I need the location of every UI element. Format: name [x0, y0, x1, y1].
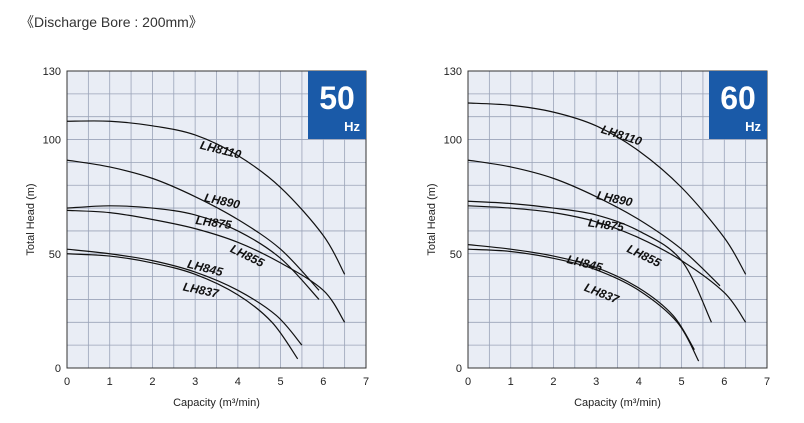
y-axis-label: Total Head (m)	[25, 183, 37, 255]
plot-frame	[66, 70, 367, 369]
chart-right: 0 1 2 3 4 5 6 7 0 50 100 130 Capacity (m³/min) Total …	[426, 66, 770, 409]
x-tick-label: 7	[363, 376, 369, 388]
y-axis-label: Total Head (m)	[426, 183, 438, 255]
badge-frequency-unit: Hz	[745, 119, 761, 134]
chart-left: 0 1 2 3 4 5 6 7 0 50 100 130 Capacity (m³/min) Total …	[25, 66, 369, 409]
badge-background	[709, 71, 767, 139]
x-axis-label: Capacity (m³/min)	[574, 397, 661, 409]
x-tick-label: 3	[192, 376, 198, 388]
frequency-badge: 50 Hz	[308, 71, 366, 139]
x-tick-label: 1	[508, 376, 514, 388]
plot-frame	[467, 70, 768, 369]
x-tick-label: 1	[107, 376, 113, 388]
x-axis-label: Capacity (m³/min)	[173, 397, 260, 409]
badge-background	[308, 71, 366, 139]
series-curve-lh837	[467, 248, 700, 362]
x-tick-label: 7	[764, 376, 770, 388]
series-label-lh875: LH875	[587, 215, 625, 234]
series-curve-lh8110	[467, 102, 747, 275]
series-curve-lh875	[66, 205, 320, 300]
series-curve-lh855	[467, 205, 747, 323]
series-curve-lh8110	[66, 120, 346, 275]
series-label-lh875: LH875	[195, 213, 233, 232]
x-tick-label: 6	[721, 376, 727, 388]
y-tick-label: 100	[43, 135, 61, 147]
y-tick-label: 50	[49, 249, 61, 261]
badge-frequency-number: 60	[720, 80, 756, 116]
series-curve-lh837	[66, 253, 299, 360]
x-tick-label: 5	[278, 376, 284, 388]
badge-frequency-number: 50	[319, 80, 355, 116]
x-tick-label: 0	[64, 376, 70, 388]
y-tick-label: 0	[55, 363, 61, 375]
y-tick-label: 130	[43, 66, 61, 78]
x-tick-label: 5	[679, 376, 685, 388]
series-curve-lh855	[66, 209, 346, 323]
discharge-bore-caption: 《Discharge Bore : 200mm》	[20, 14, 203, 30]
y-tick-label: 50	[450, 249, 462, 261]
x-tick-label: 4	[235, 376, 241, 388]
x-tick-label: 3	[593, 376, 599, 388]
series-curve-lh845	[467, 244, 695, 351]
series-curve-lh845	[66, 248, 303, 346]
x-tick-label: 6	[320, 376, 326, 388]
x-tick-label: 2	[550, 376, 556, 388]
badge-frequency-unit: Hz	[344, 119, 360, 134]
series-curve-lh890	[66, 159, 320, 291]
x-tick-label: 0	[465, 376, 471, 388]
y-tick-label: 130	[444, 66, 462, 78]
y-tick-label: 0	[456, 363, 462, 375]
x-tick-label: 2	[149, 376, 155, 388]
x-tick-label: 4	[636, 376, 642, 388]
series-curve-lh890	[467, 159, 721, 287]
y-tick-label: 100	[444, 135, 462, 147]
frequency-badge: 60 Hz	[709, 71, 767, 139]
